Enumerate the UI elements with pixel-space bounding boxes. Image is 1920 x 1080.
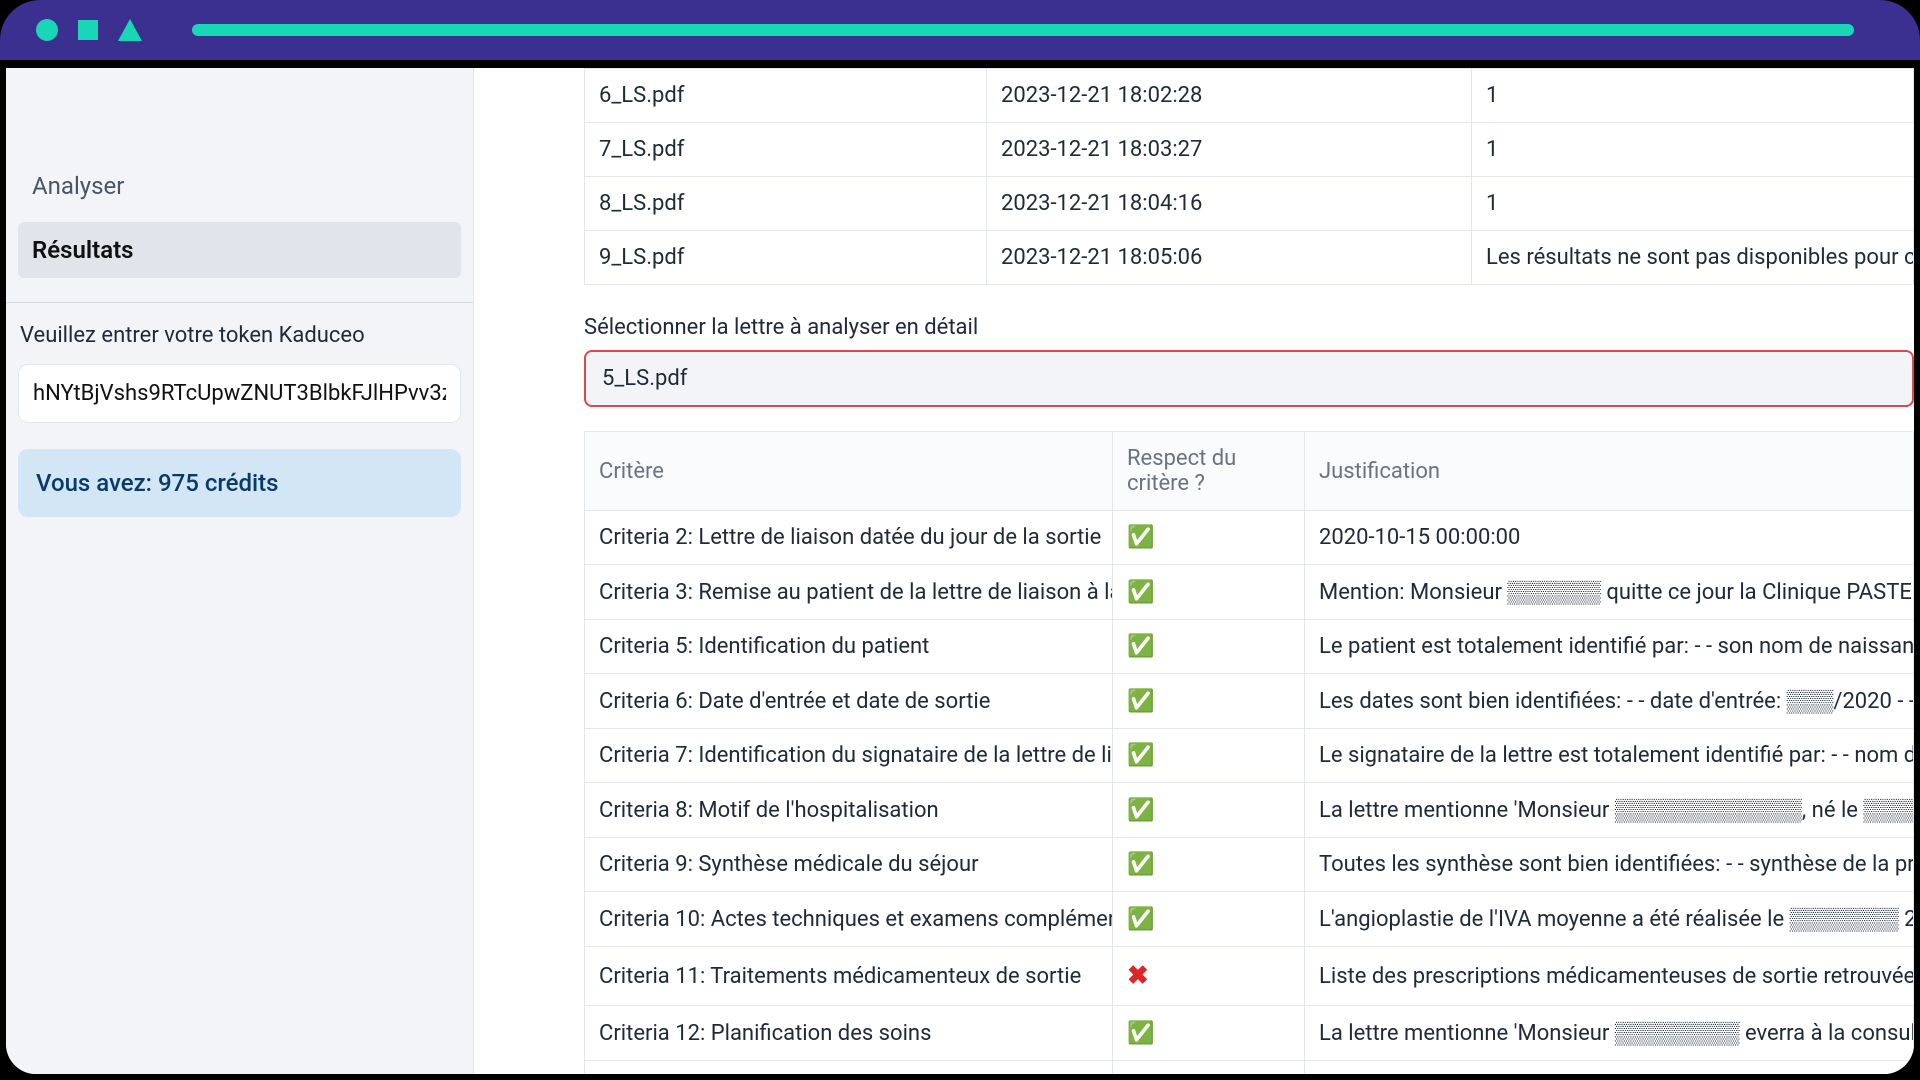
criteria-cell-justification: Les dates sont bien identifiées: - - dat… xyxy=(1305,674,1914,729)
sidebar: Analyser Résultats Veuillez entrer votre… xyxy=(6,68,474,1074)
criteria-cell-empty xyxy=(1305,1061,1914,1075)
sidebar-divider xyxy=(6,302,473,303)
criteria-cell-respect: ✅ xyxy=(1113,783,1305,838)
criteria-cell-empty xyxy=(585,1061,1113,1075)
files-cell-result: Les résultats ne sont pas disponibles po… xyxy=(1472,231,1914,285)
criteria-cell-justification: Liste des prescriptions médicamenteuses … xyxy=(1305,947,1914,1006)
criteria-header-row: Critère Respect du critère ? Justificati… xyxy=(585,432,1914,511)
files-cell-result: 1 xyxy=(1472,69,1914,123)
app-body: Analyser Résultats Veuillez entrer votre… xyxy=(6,68,1914,1074)
files-table: 6_LS.pdf2023-12-21 18:02:2817_LS.pdf2023… xyxy=(584,68,1914,285)
files-cell-timestamp: 2023-12-21 18:03:27 xyxy=(987,123,1472,177)
criteria-cell-respect: ✖ xyxy=(1113,947,1305,1006)
criteria-cell-critere: Criteria 12: Planification des soins xyxy=(585,1006,1113,1061)
criteria-cell-critere: Criteria 3: Remise au patient de la lett… xyxy=(585,565,1113,620)
titlebar-shapes xyxy=(36,19,142,41)
titlebar xyxy=(0,0,1920,60)
criteria-cell-critere: Criteria 6: Date d'entrée et date de sor… xyxy=(585,674,1113,729)
credits-badge: Vous avez: 975 crédits xyxy=(18,449,461,517)
check-icon: ✅ xyxy=(1127,689,1154,714)
criteria-cell-critere: Criteria 8: Motif de l'hospitalisation xyxy=(585,783,1113,838)
window-frame: Analyser Résultats Veuillez entrer votre… xyxy=(0,0,1920,1080)
criteria-cell-respect: ✅ xyxy=(1113,1006,1305,1061)
criteria-cell-respect: ✅ xyxy=(1113,838,1305,892)
files-table-row[interactable]: 9_LS.pdf2023-12-21 18:05:06Les résultats… xyxy=(585,231,1914,285)
files-cell-timestamp: 2023-12-21 18:04:16 xyxy=(987,177,1472,231)
token-input[interactable] xyxy=(18,364,461,423)
criteria-row: Criteria 8: Motif de l'hospitalisation ✅ L… xyxy=(585,783,1914,838)
criteria-cell-respect: ✅ xyxy=(1113,729,1305,783)
criteria-row: Criteria 6: Date d'entrée et date de sor… xyxy=(585,674,1914,729)
square-icon xyxy=(78,20,98,40)
files-table-row[interactable]: 8_LS.pdf2023-12-21 18:04:161 xyxy=(585,177,1914,231)
criteria-cell-critere: Criteria 10: Actes techniques et examens… xyxy=(585,892,1113,947)
criteria-cell-respect: ✅ xyxy=(1113,892,1305,947)
criteria-cell-critere: Criteria 7: Identification du signataire… xyxy=(585,729,1113,783)
main-content: 6_LS.pdf2023-12-21 18:02:2817_LS.pdf2023… xyxy=(474,68,1914,1074)
criteria-row-empty xyxy=(585,1061,1914,1075)
files-cell-timestamp: 2023-12-21 18:02:28 xyxy=(987,69,1472,123)
triangle-icon xyxy=(118,19,142,41)
criteria-cell-critere: Criteria 9: Synthèse médicale du séjour xyxy=(585,838,1113,892)
files-cell-filename: 7_LS.pdf xyxy=(585,123,987,177)
files-cell-filename: 6_LS.pdf xyxy=(585,69,987,123)
criteria-row: Criteria 2: Lettre de liaison datée du j… xyxy=(585,511,1914,565)
check-icon: ✅ xyxy=(1127,580,1154,605)
check-icon: ✅ xyxy=(1127,1021,1154,1046)
cross-icon: ✖ xyxy=(1127,961,1149,991)
criteria-cell-justification: Le patient est totalement identifié par:… xyxy=(1305,620,1914,674)
criteria-row: Criteria 11: Traitements médicamenteux d… xyxy=(585,947,1914,1006)
files-cell-filename: 9_LS.pdf xyxy=(585,231,987,285)
criteria-cell-justification: La lettre mentionne 'Monsieur ▒▒▒▒▒▒▒▒ e… xyxy=(1305,1006,1914,1061)
criteria-cell-justification: Mention: Monsieur ▒▒▒▒▒▒ quitte ce jour … xyxy=(1305,565,1914,620)
check-icon: ✅ xyxy=(1127,798,1154,823)
sidebar-item-resultats[interactable]: Résultats xyxy=(18,222,461,278)
criteria-cell-respect: ✅ xyxy=(1113,565,1305,620)
criteria-row: Criteria 9: Synthèse médicale du séjour ✅… xyxy=(585,838,1914,892)
check-icon: ✅ xyxy=(1127,852,1154,877)
criteria-cell-justification: L'angioplastie de l'IVA moyenne a été ré… xyxy=(1305,892,1914,947)
criteria-row: Criteria 5: Identification du patient ✅ Le… xyxy=(585,620,1914,674)
check-icon: ✅ xyxy=(1127,525,1154,550)
select-label: Sélectionner la lettre à analyser en dét… xyxy=(584,315,1914,340)
check-icon: ✅ xyxy=(1127,907,1154,932)
criteria-cell-justification: Toutes les synthèse sont bien identifiée… xyxy=(1305,838,1914,892)
files-table-row[interactable]: 6_LS.pdf2023-12-21 18:02:281 xyxy=(585,69,1914,123)
files-cell-result: 1 xyxy=(1472,123,1914,177)
criteria-row: Criteria 7: Identification du signataire… xyxy=(585,729,1914,783)
criteria-cell-critere: Criteria 5: Identification du patient xyxy=(585,620,1113,674)
criteria-table: Critère Respect du critère ? Justificati… xyxy=(584,431,1914,1074)
titlebar-progress-line xyxy=(192,24,1854,36)
token-label: Veuillez entrer votre token Kaduceo xyxy=(18,323,461,356)
check-icon: ✅ xyxy=(1127,634,1154,659)
header-justification: Justification xyxy=(1305,432,1914,511)
criteria-cell-empty xyxy=(1113,1061,1305,1075)
files-cell-filename: 8_LS.pdf xyxy=(585,177,987,231)
files-cell-timestamp: 2023-12-21 18:05:06 xyxy=(987,231,1472,285)
criteria-row: Criteria 3: Remise au patient de la lett… xyxy=(585,565,1914,620)
header-critere: Critère xyxy=(585,432,1113,511)
criteria-row: Criteria 12: Planification des soins ✅ La … xyxy=(585,1006,1914,1061)
check-icon: ✅ xyxy=(1127,743,1154,768)
criteria-cell-respect: ✅ xyxy=(1113,674,1305,729)
criteria-cell-justification: La lettre mentionne 'Monsieur ▒▒▒▒▒▒▒▒▒▒… xyxy=(1305,783,1914,838)
criteria-row: Criteria 10: Actes techniques et examens… xyxy=(585,892,1914,947)
header-respect: Respect du critère ? xyxy=(1113,432,1305,511)
criteria-cell-justification: 2020-10-15 00:00:00 xyxy=(1305,511,1914,565)
criteria-cell-respect: ✅ xyxy=(1113,620,1305,674)
criteria-cell-critere: Criteria 11: Traitements médicamenteux d… xyxy=(585,947,1113,1006)
sidebar-item-analyser[interactable]: Analyser xyxy=(18,158,461,214)
criteria-cell-critere: Criteria 2: Lettre de liaison datée du j… xyxy=(585,511,1113,565)
files-cell-result: 1 xyxy=(1472,177,1914,231)
files-table-row[interactable]: 7_LS.pdf2023-12-21 18:03:271 xyxy=(585,123,1914,177)
criteria-cell-justification: Le signataire de la lettre est totalemen… xyxy=(1305,729,1914,783)
circle-icon xyxy=(36,19,58,41)
file-select[interactable]: 5_LS.pdf xyxy=(584,350,1914,407)
criteria-cell-respect: ✅ xyxy=(1113,511,1305,565)
